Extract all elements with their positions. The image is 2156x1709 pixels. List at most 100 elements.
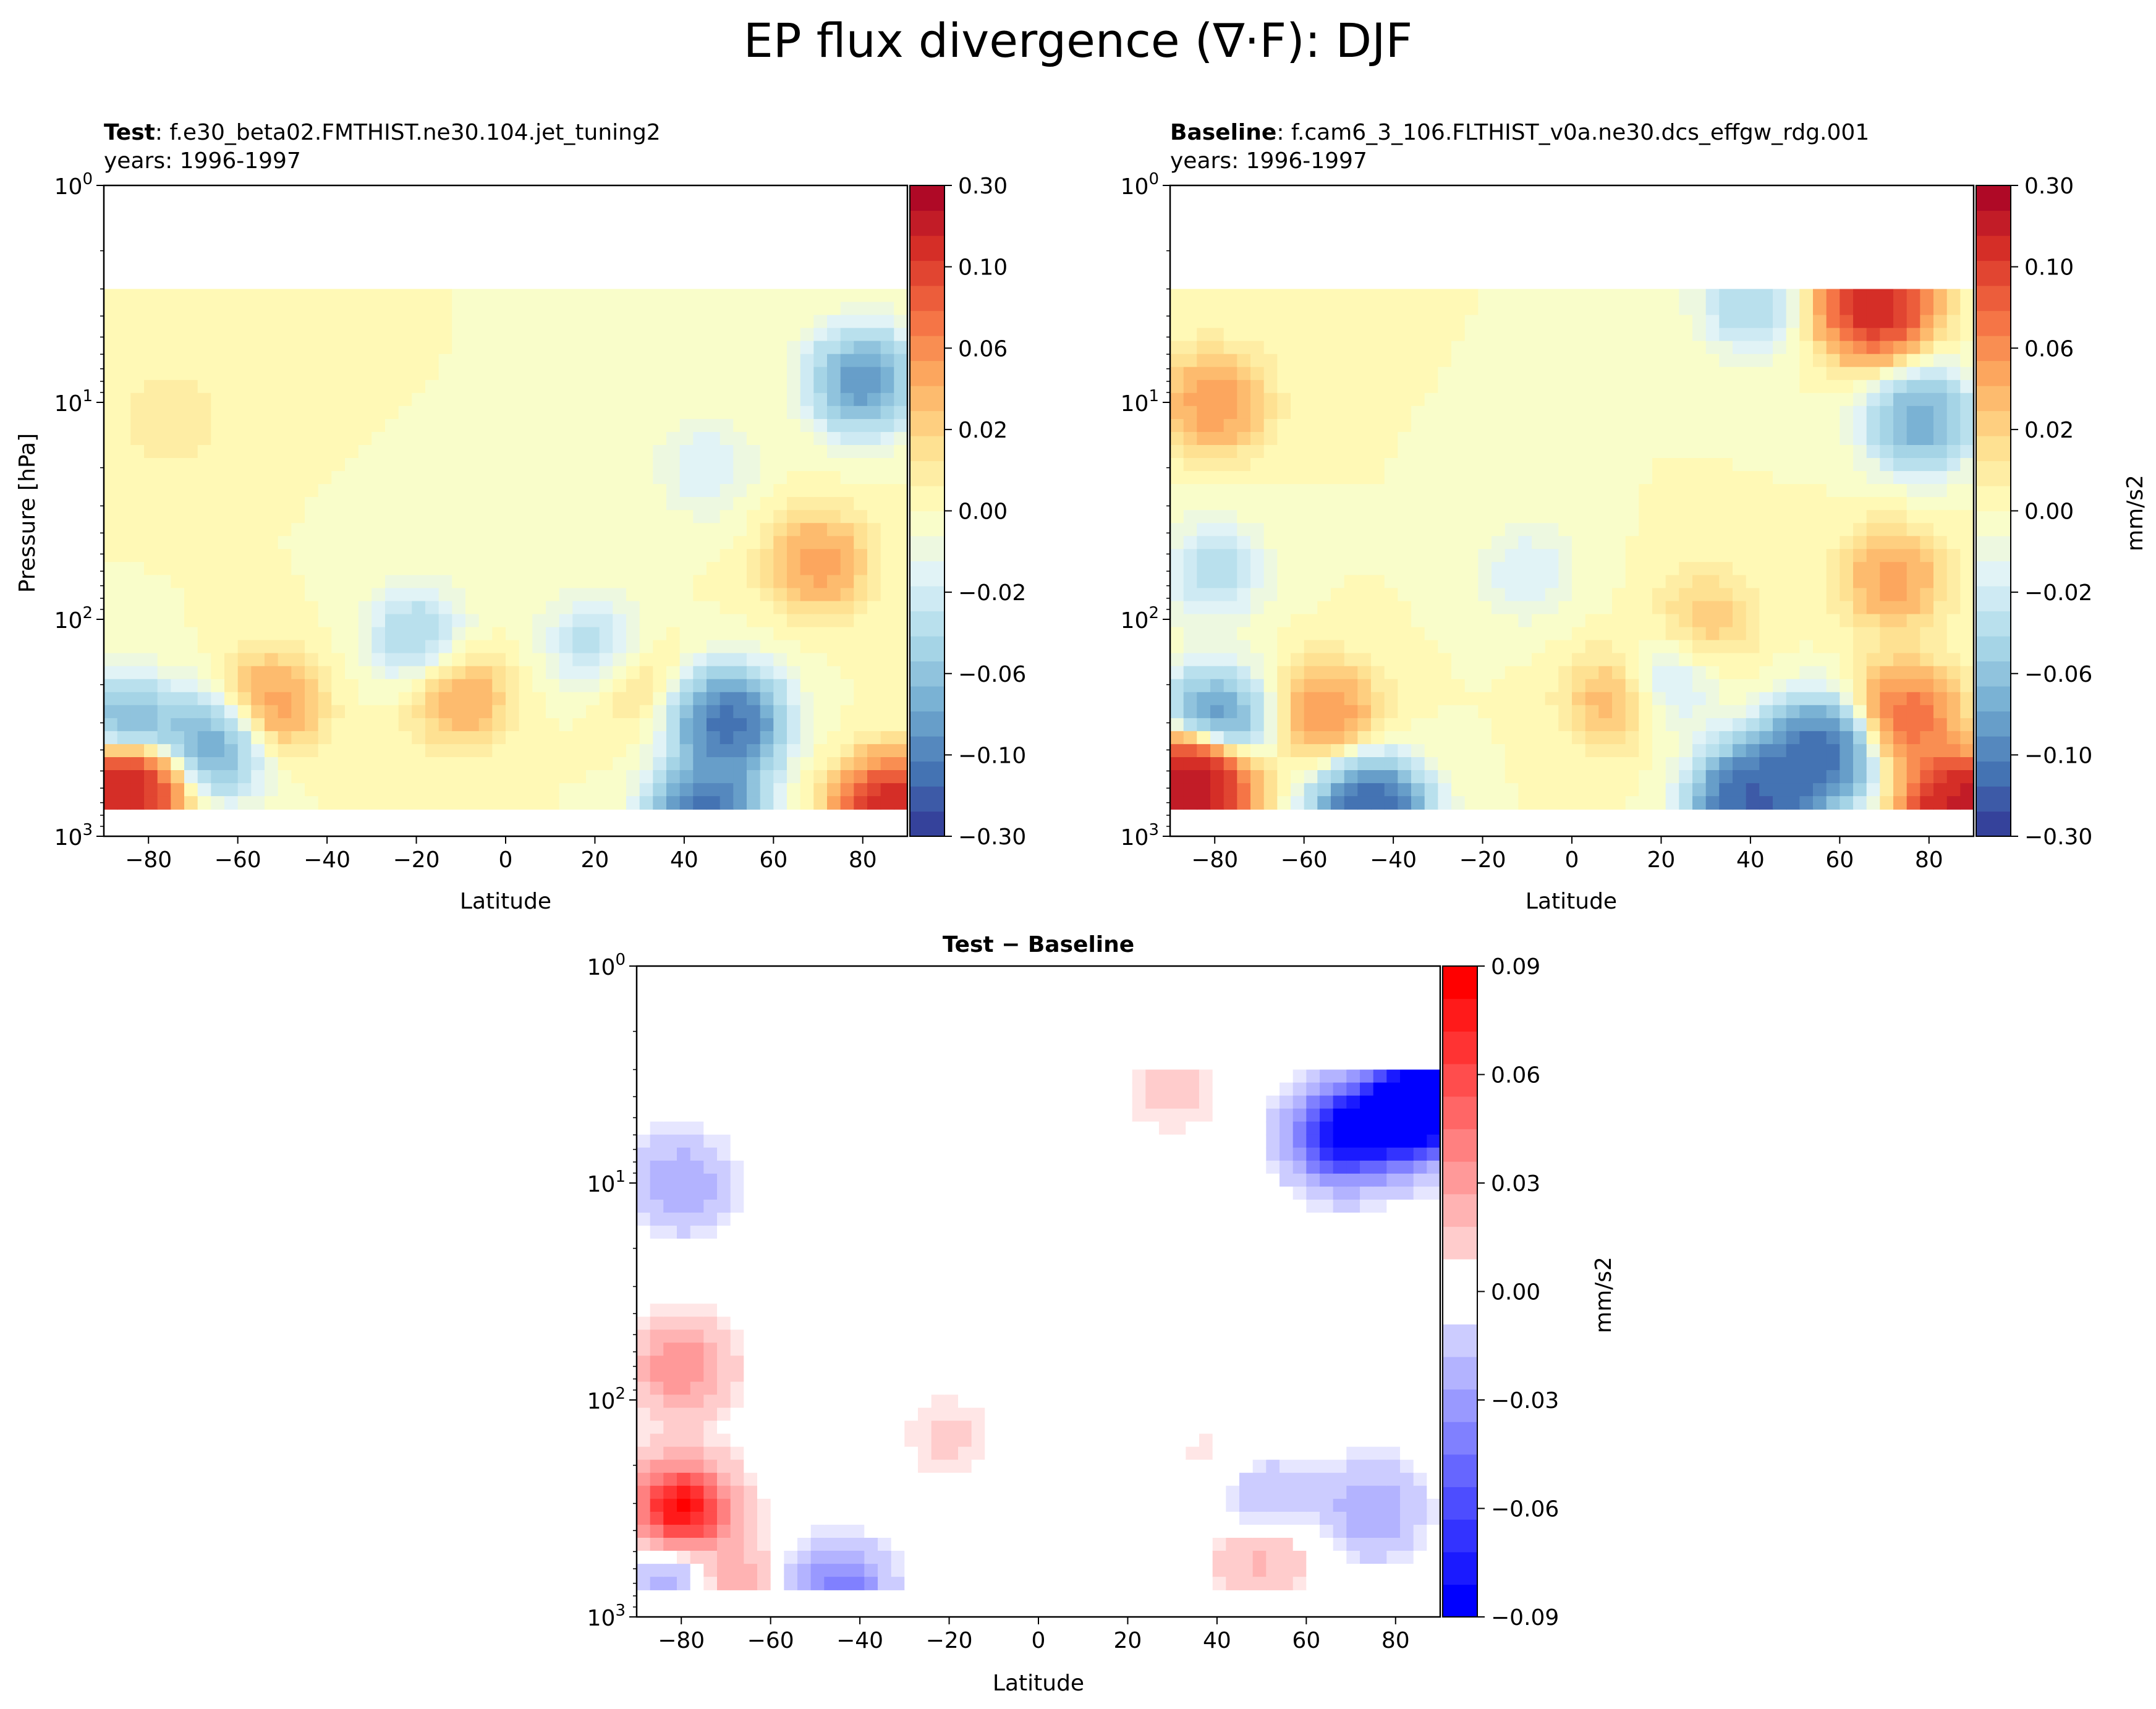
field-cell [1960,614,1974,628]
field-cell [572,341,587,355]
field-cell [412,510,426,524]
field-cell [291,770,305,784]
field-cell [1692,392,1707,407]
field-cell [184,770,198,784]
field-cell [586,484,600,498]
field-cell [331,549,346,563]
field-cell [1532,679,1546,693]
field-cell [519,601,533,615]
field-cell [506,666,520,680]
colorbar-segment [910,260,944,286]
field-cell [331,405,346,420]
field-cell [1612,796,1626,810]
field-cell [1344,705,1359,719]
field-cell [1451,536,1466,550]
field-cell [1398,640,1412,654]
field-cell [559,392,574,407]
field-cell [251,796,265,810]
field-cell [1866,445,1881,459]
field-cell [733,562,747,576]
field-cell [894,367,908,381]
field-cell [1880,679,1894,693]
field-cell [572,705,587,719]
field-cell [291,510,305,524]
field-cell [1304,354,1318,368]
field-cell [1492,588,1506,602]
field-cell [519,341,533,355]
field-cell [425,510,439,524]
field-cell [840,367,855,381]
field-cell [1866,354,1881,368]
field-cell [1665,666,1680,680]
field-cell [653,380,667,394]
field-cell [1652,731,1666,745]
field-cell [679,666,694,680]
field-cell [1371,705,1385,719]
field-cell [1933,445,1948,459]
field-cell [1505,523,1519,536]
field-cell [1773,418,1787,433]
field-cell [532,614,546,628]
field-cell [1411,705,1425,719]
field-cell [747,692,761,706]
field-cell [1291,289,1305,303]
field-cell [1705,705,1720,719]
field-cell [1237,523,1251,536]
field-cell [1692,640,1707,654]
field-cell [1719,471,1733,485]
field-cell [719,731,734,745]
field-cell [412,497,426,511]
field-cell [278,614,292,628]
field-cell [1223,744,1238,758]
field-cell [1411,744,1425,758]
field-cell [880,770,895,784]
colorbar-segment [1976,460,2011,486]
field-cell [1263,718,1278,732]
field-cell [1263,523,1278,536]
field-cell [1492,640,1506,654]
field-cell [117,431,132,446]
field-cell [385,497,399,511]
field-cell [1733,315,1747,329]
field-cell [1906,588,1921,602]
field-cell [1880,510,1894,524]
field-cell [827,302,841,316]
field-cell [1853,588,1867,602]
field-cell [1464,484,1479,498]
field-cell [707,367,721,381]
field-cell [1679,302,1693,316]
field-cell [532,562,546,576]
field-cell [237,458,252,472]
field-cell [1304,744,1318,758]
field-cell [719,445,734,459]
field-cell [130,575,145,589]
field-cell [653,510,667,524]
field-cell [331,770,346,784]
field-cell [1492,562,1506,576]
field-cell [693,458,707,472]
field-cell [1625,562,1640,576]
field-cell [1813,458,1827,472]
field-cell [1906,627,1921,641]
colorbar-segment [910,386,944,412]
field-cell [880,575,895,589]
field-cell [1572,601,1586,615]
field-cell [840,640,855,654]
field-cell [117,640,132,654]
field-cell [305,744,319,758]
x-axis-label: Latitude [460,889,551,914]
field-cell [1933,744,1948,758]
field-cell [438,354,453,368]
field-cell [813,640,828,654]
field-cell [733,328,747,342]
field-cell [1304,666,1318,680]
field-cell [559,367,574,381]
field-cell [291,575,305,589]
field-cell [519,627,533,641]
field-cell [305,640,319,654]
field-cell [104,392,118,407]
field-cell [1170,666,1184,680]
field-cell [1451,770,1466,784]
field-cell [1398,562,1412,576]
field-cell [639,562,654,576]
